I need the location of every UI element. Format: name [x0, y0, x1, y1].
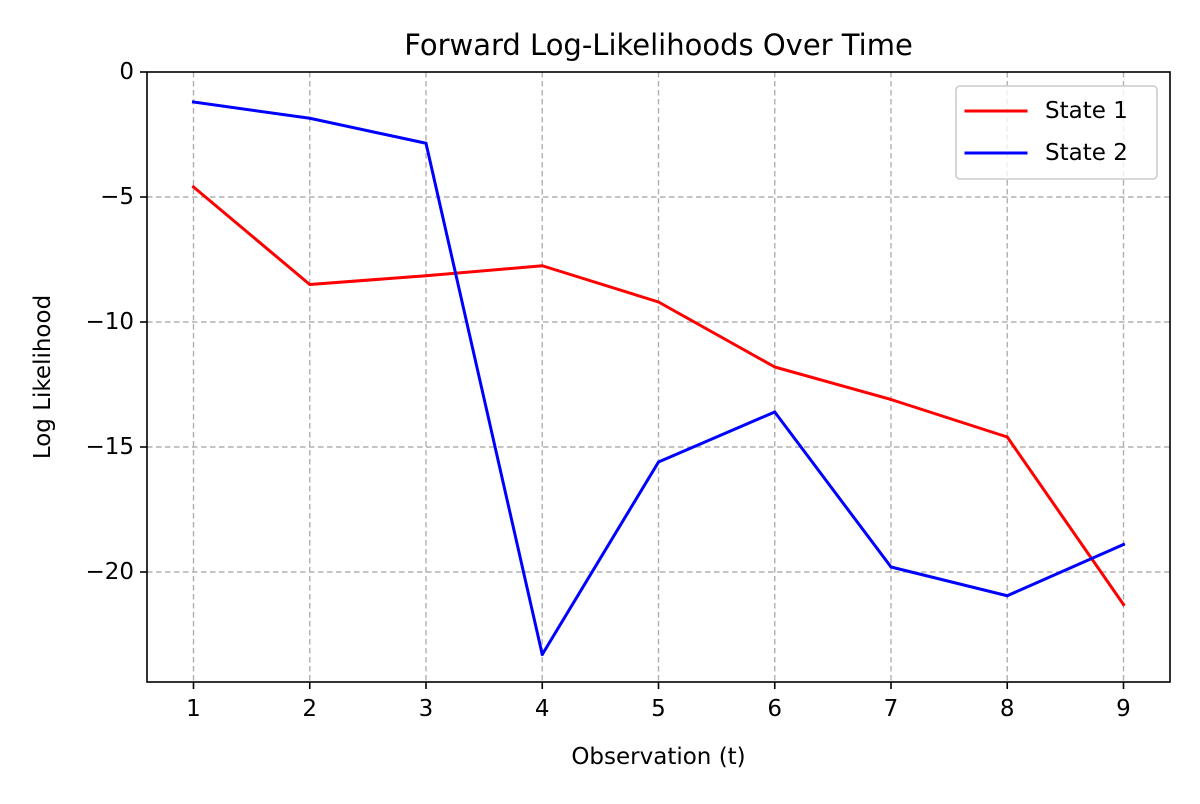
legend-label-state-1: State 1 [1045, 98, 1128, 124]
x-tick-label: 2 [302, 696, 317, 722]
x-tick-label: 4 [535, 696, 550, 722]
data-point-state-2 [1122, 543, 1125, 546]
data-point-state-1 [889, 398, 893, 401]
data-point-state-1 [192, 185, 195, 189]
y-tick-label: 0 [119, 59, 134, 85]
data-point-state-1 [424, 274, 428, 278]
chart-title: Forward Log-Likelihoods Over Time [404, 28, 913, 62]
legend: State 1 State 2 [955, 85, 1158, 180]
y-tick-label: −10 [85, 309, 134, 335]
data-point-state-1 [773, 365, 777, 369]
x-tick-label: 6 [767, 696, 782, 722]
x-tick-label: 3 [419, 696, 434, 722]
data-point-state-2 [308, 116, 312, 120]
x-tick-label: 7 [884, 696, 899, 722]
legend-label-state-2: State 2 [1045, 140, 1128, 166]
data-point-state-2 [424, 141, 428, 145]
data-point-state-1 [540, 264, 544, 268]
data-point-state-2 [1005, 594, 1009, 598]
data-point-state-1 [657, 300, 660, 304]
x-tick-label: 8 [1000, 696, 1015, 722]
x-tick-label: 5 [651, 696, 666, 722]
y-tick-label: −5 [100, 184, 134, 210]
data-point-state-2 [773, 410, 777, 414]
series-lines [191, 100, 1126, 656]
data-point-state-1 [308, 283, 312, 286]
data-point-state-2 [657, 460, 660, 464]
data-point-state-2 [540, 653, 544, 656]
axis-ticks: 1 2 3 4 5 6 7 8 9 0 −5 −10 −15 −20 [85, 59, 1130, 722]
data-point-state-1 [1122, 603, 1125, 606]
data-point-state-1 [1005, 435, 1009, 439]
legend-box [955, 85, 1158, 180]
x-tick-label: 9 [1116, 696, 1131, 722]
y-tick-label: −20 [85, 559, 134, 585]
y-axis-label: Log Likelihood [30, 295, 56, 459]
x-tick-label: 1 [186, 696, 201, 722]
data-point-state-2 [192, 100, 195, 104]
data-point-state-2 [889, 565, 893, 569]
x-axis-label: Observation (t) [571, 744, 745, 770]
y-tick-label: −15 [85, 434, 134, 460]
